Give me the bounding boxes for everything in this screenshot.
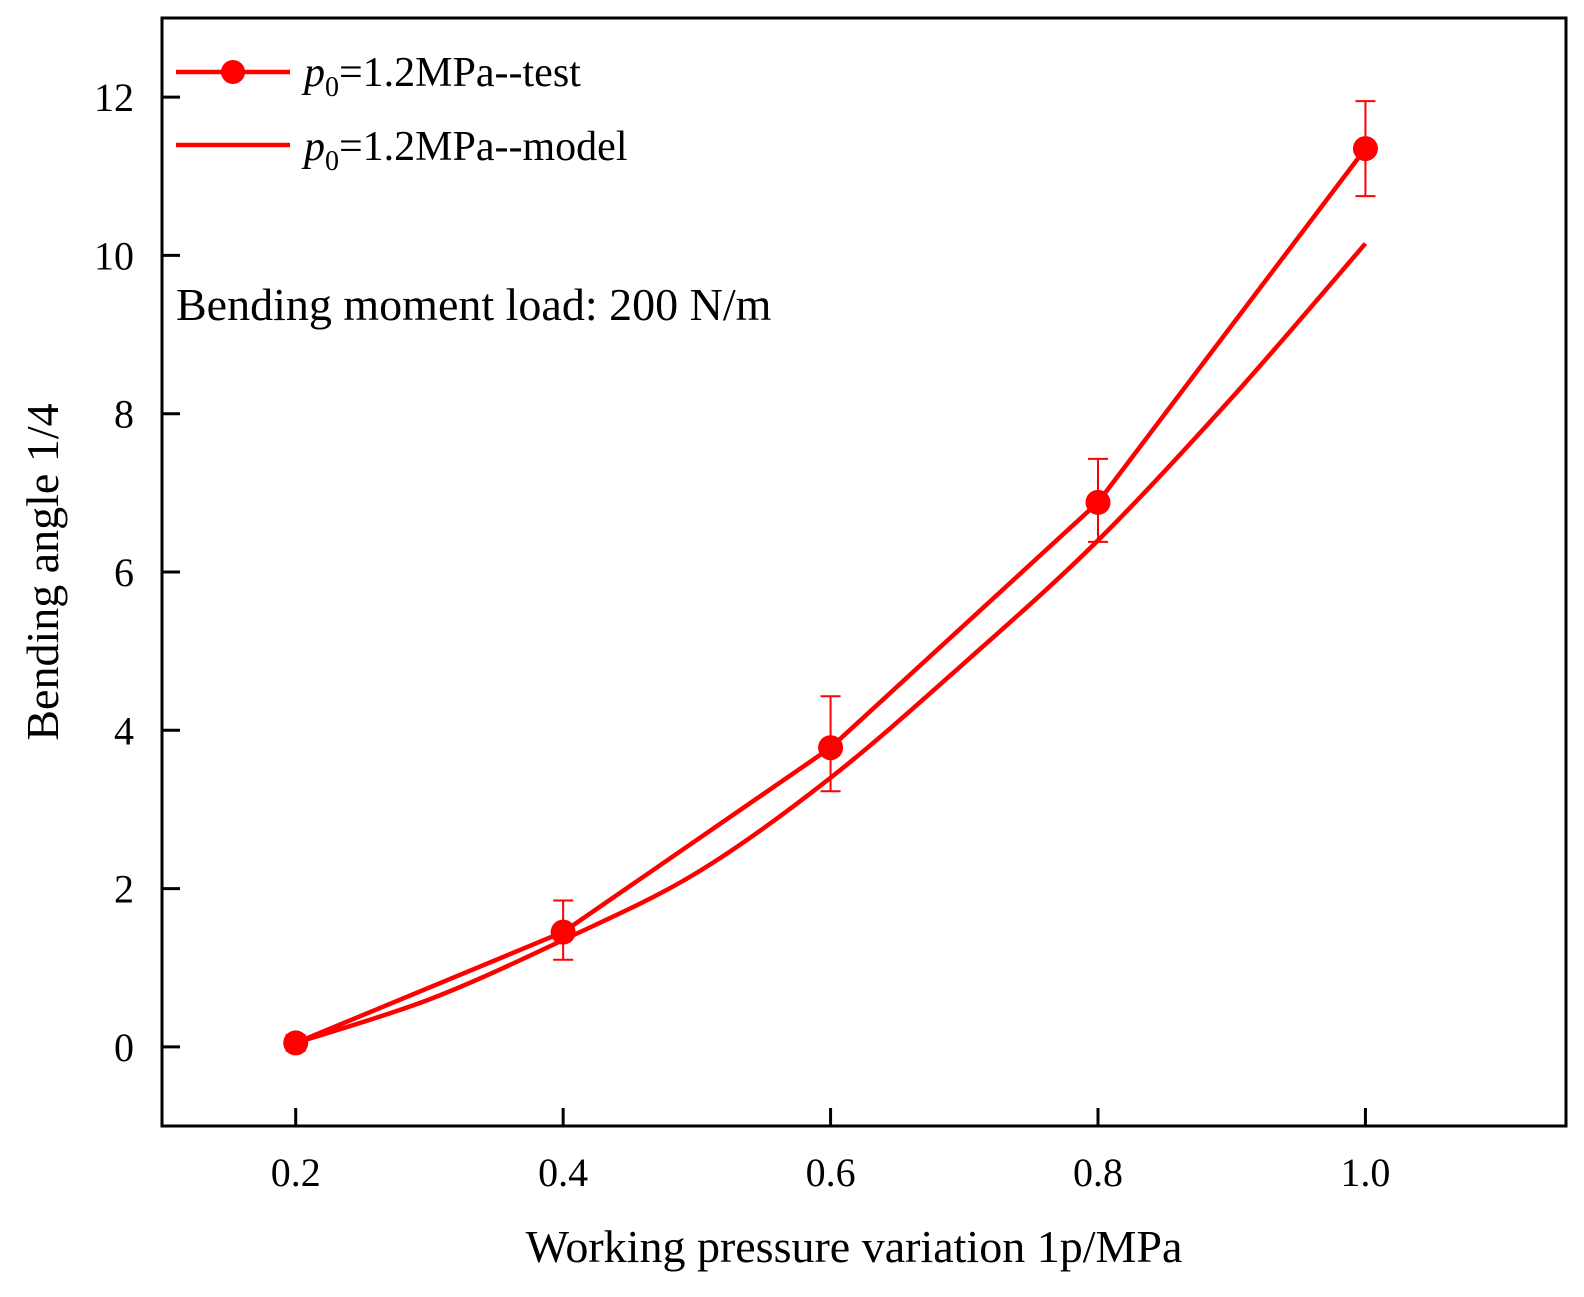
legend: p0=1.2MPa--test p0=1.2MPa--model [176, 50, 627, 177]
y-tick-label: 12 [94, 75, 134, 120]
legend-test-marker [221, 60, 245, 84]
y-tick-label: 2 [114, 867, 134, 912]
test-data-point [1085, 489, 1111, 515]
legend-model-rest: =1.2MPa--model [339, 124, 627, 170]
y-tick-label: 6 [114, 550, 134, 595]
x-tick-label: 0.8 [1073, 1150, 1123, 1195]
x-tick-label: 0.2 [271, 1150, 321, 1195]
x-axis-ticks: 0.2 0.4 0.6 0.8 1.0 [271, 1108, 1390, 1195]
y-axis-ticks: 0 2 4 6 8 10 12 [94, 75, 180, 1070]
x-tick-label: 0.4 [538, 1150, 588, 1195]
y-tick-label: 10 [94, 233, 134, 278]
test-data-point [818, 735, 844, 761]
chart-annotation: Bending moment load: 200 N/m [176, 279, 772, 330]
y-tick-label: 4 [114, 708, 134, 753]
legend-test-main: p [301, 50, 325, 96]
legend-model-main: p [301, 124, 325, 170]
legend-test-sub: 0 [325, 72, 339, 103]
legend-model-label: p0=1.2MPa--model [301, 124, 627, 177]
test-data-point [1352, 136, 1378, 162]
y-tick-label: 8 [114, 392, 134, 437]
legend-model-sub: 0 [325, 146, 339, 177]
x-tick-label: 0.6 [806, 1150, 856, 1195]
legend-test-rest: =1.2MPa--test [339, 50, 581, 96]
test-data-point [550, 919, 576, 945]
y-tick-label: 0 [114, 1025, 134, 1070]
series-layer [283, 100, 1378, 1056]
plot-frame [160, 16, 1568, 1128]
legend-test-label: p0=1.2MPa--test [301, 50, 581, 103]
x-axis-label: Working pressure variation 1p/MPa [526, 1221, 1183, 1272]
x-tick-label: 1.0 [1340, 1150, 1390, 1195]
test-data-point [283, 1030, 309, 1056]
model-series-line [295, 242, 1368, 1046]
y-axis-label: Bending angle 1/4 [17, 403, 68, 740]
